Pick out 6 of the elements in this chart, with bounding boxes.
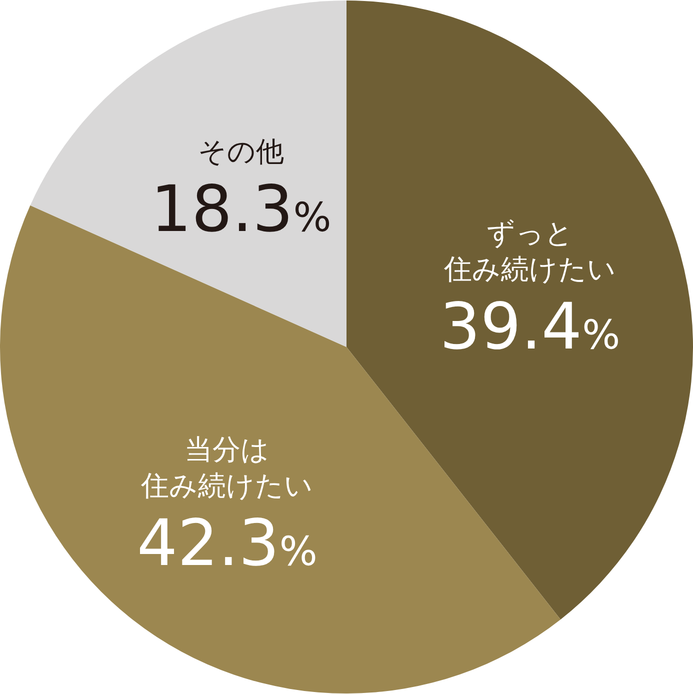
slice-label: 当分は住み続けたい bbox=[140, 432, 314, 502]
slice-label: ずっと住み続けたい bbox=[442, 216, 616, 286]
data-label: 39.4% bbox=[440, 290, 620, 365]
data-label: 18.3% bbox=[150, 173, 332, 248]
data-label: 42.3% bbox=[136, 506, 318, 581]
slice-label: その他 bbox=[198, 135, 284, 168]
